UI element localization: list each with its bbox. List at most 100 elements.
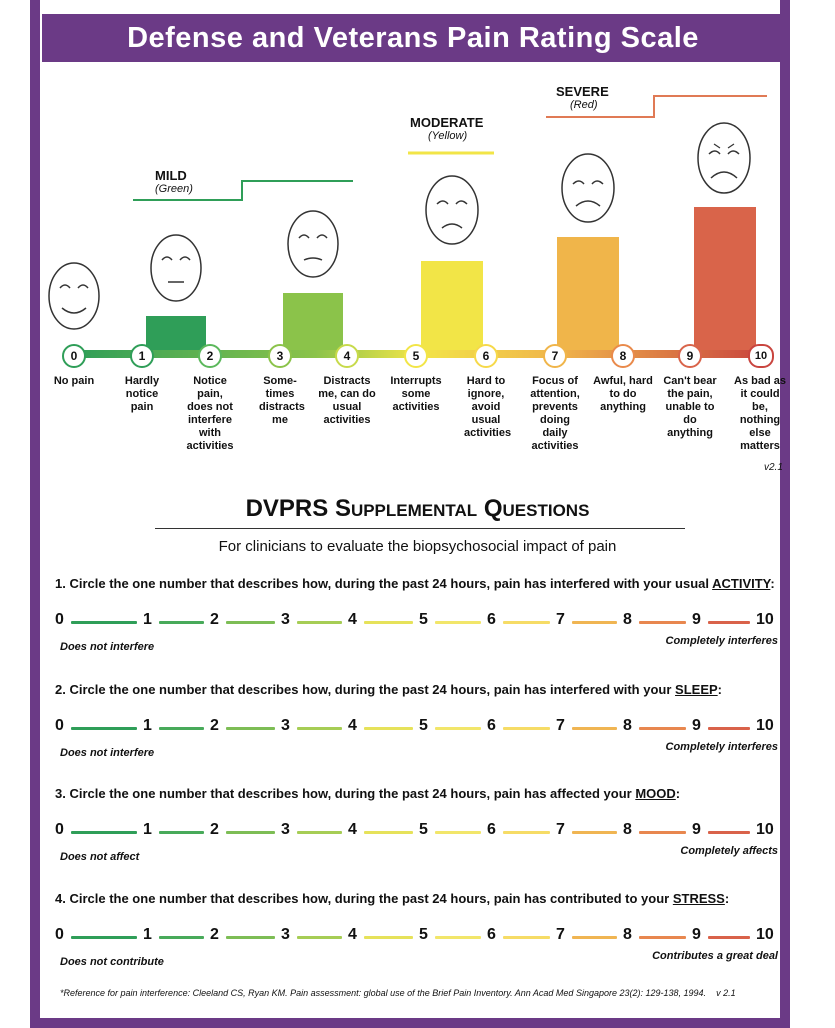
- scale-option-10[interactable]: 10: [756, 926, 774, 943]
- scale-segment: [708, 727, 750, 730]
- scale-option-4[interactable]: 4: [348, 926, 357, 943]
- scale-option-2[interactable]: 2: [210, 611, 219, 628]
- scale-segment: [572, 727, 617, 730]
- scale-option-3[interactable]: 3: [281, 611, 290, 628]
- scale-option-3[interactable]: 3: [281, 821, 290, 838]
- scale-segment: [226, 831, 275, 834]
- rating-circle-6[interactable]: 6: [474, 344, 498, 368]
- scale-option-8[interactable]: 8: [623, 821, 632, 838]
- rating-circle-9[interactable]: 9: [678, 344, 702, 368]
- scale-option-3[interactable]: 3: [281, 717, 290, 734]
- bar-9: [694, 207, 756, 358]
- scale-segment: [159, 936, 204, 939]
- rating-desc-3: Some-times distracts me: [259, 375, 305, 426]
- scale-segment: [639, 621, 686, 624]
- scale-segment: [364, 831, 413, 834]
- scale-high-anchor: Completely interferes: [665, 635, 778, 647]
- scale-option-2[interactable]: 2: [210, 821, 219, 838]
- scale-option-0[interactable]: 0: [55, 611, 64, 628]
- scale-segment: [71, 831, 137, 834]
- scale-option-8[interactable]: 8: [623, 926, 632, 943]
- scale-option-5[interactable]: 5: [419, 821, 428, 838]
- scale-segment: [503, 621, 550, 624]
- question-text: 1. Circle the one number that describes …: [55, 576, 713, 591]
- scale-high-anchor: Completely affects: [680, 845, 778, 857]
- rating-circle-2[interactable]: 2: [198, 344, 222, 368]
- rating-circle-3[interactable]: 3: [268, 344, 292, 368]
- reference-note: *Reference for pain interference: Cleela…: [60, 988, 736, 998]
- scale-option-7[interactable]: 7: [556, 611, 565, 628]
- rating-circle-7[interactable]: 7: [543, 344, 567, 368]
- question-2: 2. Circle the one number that describes …: [55, 682, 795, 697]
- scale-option-0[interactable]: 0: [55, 926, 64, 943]
- scale-segment: [159, 727, 204, 730]
- scale-option-9[interactable]: 9: [692, 611, 701, 628]
- scale-segment: [364, 727, 413, 730]
- scale-option-9[interactable]: 9: [692, 821, 701, 838]
- rating-circle-4[interactable]: 4: [335, 344, 359, 368]
- scale-option-8[interactable]: 8: [623, 717, 632, 734]
- scale-option-4[interactable]: 4: [348, 821, 357, 838]
- scale-option-5[interactable]: 5: [419, 611, 428, 628]
- face-0-icon: [48, 262, 100, 330]
- rating-circle-10[interactable]: 10: [748, 344, 774, 368]
- scale-option-10[interactable]: 10: [756, 611, 774, 628]
- scale-option-0[interactable]: 0: [55, 717, 64, 734]
- scale-segment: [639, 831, 686, 834]
- scale-option-10[interactable]: 10: [756, 821, 774, 838]
- scale-low-anchor: Does not affect: [60, 851, 140, 863]
- scale-segment: [503, 936, 550, 939]
- scale-segment: [503, 727, 550, 730]
- question-suffix: :: [770, 576, 775, 591]
- face-7-icon: [561, 153, 615, 223]
- scale-option-1[interactable]: 1: [143, 821, 152, 838]
- scale-segment: [297, 621, 342, 624]
- question-suffix: :: [675, 786, 681, 801]
- scale-option-8[interactable]: 8: [623, 611, 632, 628]
- scale-option-4[interactable]: 4: [348, 611, 357, 628]
- face-5-icon: [425, 175, 479, 245]
- question-3-scale: 0 1 2 3 4 5 6 7 8 9 10: [55, 821, 785, 843]
- scale-option-9[interactable]: 9: [692, 926, 701, 943]
- scale-option-0[interactable]: 0: [55, 821, 64, 838]
- rating-desc-8: Awful, hard to do anything: [593, 375, 653, 413]
- question-1-scale: 0 1 2 3 4 5 6 7 8 9 10: [55, 611, 785, 633]
- question-2-scale: 0 1 2 3 4 5 6 7 8 9 10: [55, 717, 785, 739]
- bar-7: [557, 237, 619, 358]
- face-3-icon: [287, 210, 339, 278]
- scale-segment: [364, 621, 413, 624]
- rating-circle-8[interactable]: 8: [611, 344, 635, 368]
- scale-option-4[interactable]: 4: [348, 717, 357, 734]
- supplemental-divider: [155, 528, 685, 529]
- page-title: Defense and Veterans Pain Rating Scale: [42, 14, 784, 62]
- scale-option-3[interactable]: 3: [281, 926, 290, 943]
- rating-circle-0[interactable]: 0: [62, 344, 86, 368]
- scale-option-7[interactable]: 7: [556, 717, 565, 734]
- scale-option-7[interactable]: 7: [556, 926, 565, 943]
- scale-option-2[interactable]: 2: [210, 926, 219, 943]
- question-text: 4. Circle the one number that describes …: [55, 891, 673, 906]
- scale-segment: [297, 936, 342, 939]
- scale-segment: [708, 831, 750, 834]
- rating-circle-1[interactable]: 1: [130, 344, 154, 368]
- scale-option-1[interactable]: 1: [143, 717, 152, 734]
- scale-option-6[interactable]: 6: [487, 717, 496, 734]
- rating-circle-5[interactable]: 5: [404, 344, 428, 368]
- scale-option-1[interactable]: 1: [143, 926, 152, 943]
- scale-option-1[interactable]: 1: [143, 611, 152, 628]
- scale-option-7[interactable]: 7: [556, 821, 565, 838]
- scale-option-5[interactable]: 5: [419, 717, 428, 734]
- scale-high-anchor: Completely interferes: [665, 741, 778, 753]
- rating-desc-7: Focus of attention, prevents doing daily…: [530, 375, 580, 452]
- face-9-icon: [697, 122, 751, 194]
- scale-option-9[interactable]: 9: [692, 717, 701, 734]
- category-moderate: MODERATE (Yellow): [410, 115, 484, 142]
- scale-option-2[interactable]: 2: [210, 717, 219, 734]
- scale-option-6[interactable]: 6: [487, 611, 496, 628]
- scale-option-5[interactable]: 5: [419, 926, 428, 943]
- scale-option-6[interactable]: 6: [487, 926, 496, 943]
- scale-option-10[interactable]: 10: [756, 717, 774, 734]
- scale-option-6[interactable]: 6: [487, 821, 496, 838]
- scale-low-anchor: Does not interfere: [60, 747, 155, 759]
- question-4-scale: 0 1 2 3 4 5 6 7 8 9 10: [55, 926, 785, 948]
